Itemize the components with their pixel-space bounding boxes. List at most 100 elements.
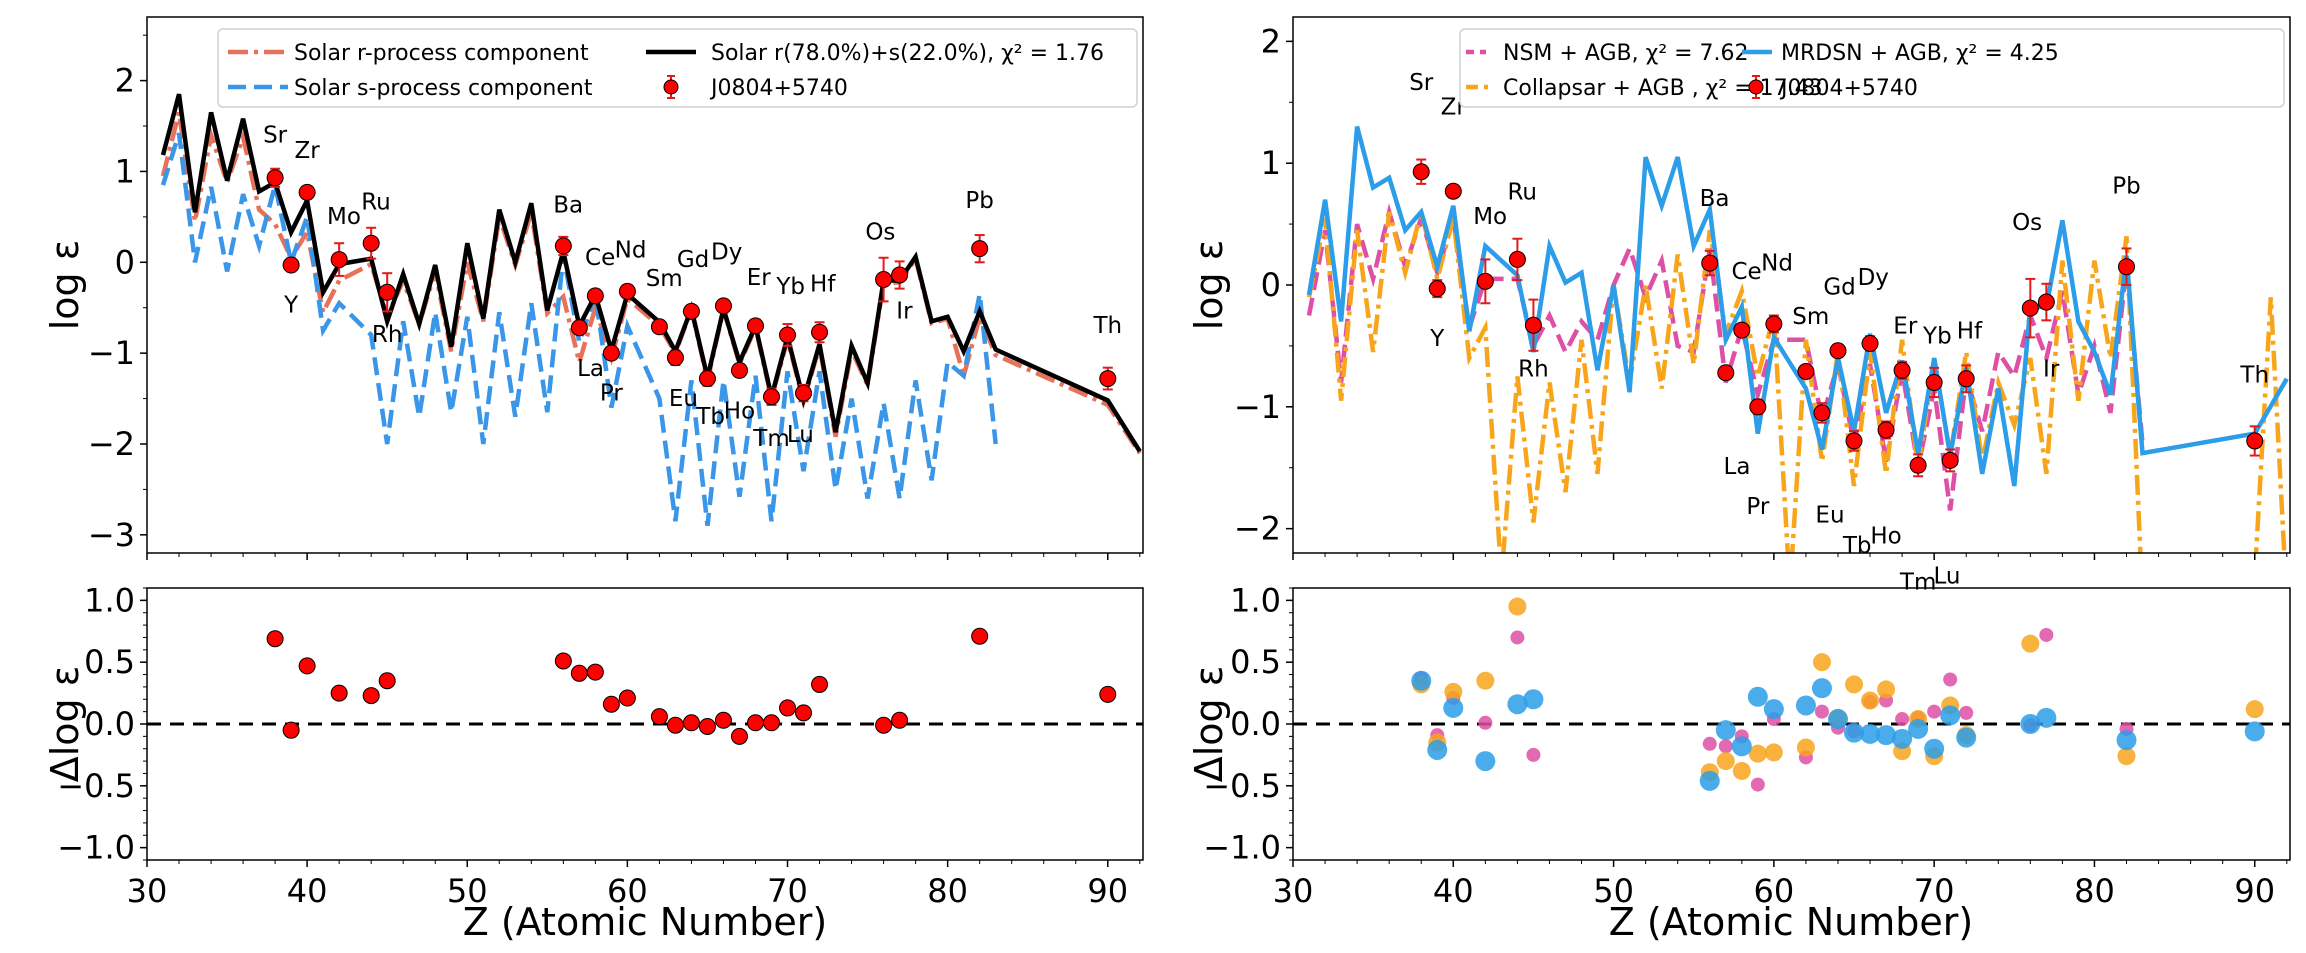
- marker: [570, 319, 588, 337]
- legend-label-collapsar: Collapsar + AGB , χ² = 17.43: [1503, 76, 1823, 101]
- data-point-Ir: [2037, 282, 2055, 322]
- residual-point-mrdsn_residual: [1699, 770, 1720, 791]
- data-point-Tm: [763, 387, 781, 406]
- plot-content: [1293, 597, 2290, 792]
- data-point-Ba: [554, 235, 572, 257]
- marker: [1733, 321, 1751, 339]
- element-label-Pb: Pb: [2112, 174, 2140, 200]
- data-point-Sr: [266, 167, 284, 188]
- legend-label-solar-s: Solar s-process component: [294, 76, 593, 101]
- data-point-Pb: [2118, 247, 2136, 286]
- element-label-Ce: Ce: [585, 245, 615, 271]
- marker: [2246, 432, 2264, 450]
- residual-point-solar_residual: [779, 699, 797, 717]
- element-label-Yb: Yb: [1922, 323, 1952, 349]
- element-label-Mo: Mo: [1473, 204, 1507, 230]
- data-point-Sm: [650, 318, 668, 336]
- legend-label-solar-r: Solar r-process component: [294, 41, 589, 66]
- data-point-Pb: [971, 234, 989, 264]
- residual-point-solar_residual: [554, 652, 572, 670]
- marker: [1941, 451, 1959, 469]
- marker: [891, 266, 909, 284]
- x-tick-label: 70: [767, 872, 808, 910]
- marker: [1099, 370, 1117, 388]
- y-tick-label: −0.5: [1203, 767, 1281, 805]
- residual-point-nsm_residual: [1718, 739, 1733, 754]
- residual-point-solar_residual: [875, 716, 893, 734]
- marker: [1749, 398, 1767, 416]
- residual-point-solar_residual: [282, 721, 300, 739]
- residual-point-solar_residual: [266, 630, 284, 648]
- data-point-Ru: [1508, 237, 1526, 282]
- x-tick-label: 50: [1593, 872, 1634, 910]
- residual-point-mrdsn_residual: [1507, 694, 1528, 715]
- residual-point-mrdsn_residual: [1411, 670, 1432, 691]
- y-tick-label: 0.5: [84, 643, 135, 681]
- marker: [1861, 334, 1879, 352]
- x-axis-label-bottom-right: Z (Atomic Number): [1609, 900, 1973, 944]
- residual-point-mrdsn_residual: [1892, 728, 1913, 749]
- residual-point-mrdsn_residual: [2116, 730, 2137, 751]
- element-label-Lu: Lu: [1933, 563, 1960, 589]
- y-ticks-top-left: 2 1 0 −1 −2 −3: [88, 34, 147, 554]
- series-line-solar_s: [160, 132, 998, 526]
- element-label-Th: Th: [2239, 362, 2269, 388]
- data-point-Ru: [362, 226, 380, 260]
- x-tick-label: 60: [607, 872, 648, 910]
- residual-point-nsm_residual: [1943, 672, 1958, 687]
- residual-point-nsm_residual: [1895, 712, 1910, 727]
- residual-point-nsm_residual: [1478, 715, 1493, 730]
- element-label-Gd: Gd: [1823, 275, 1855, 301]
- data-point-Yb: [779, 323, 797, 347]
- data-point-Ce: [586, 287, 604, 305]
- y-axis-label-top-left: log ε: [43, 240, 87, 331]
- data-point-Os: [2021, 277, 2039, 339]
- y-ticks-top-right: 2 1 0 −1 −2: [1234, 22, 1293, 548]
- y-tick-label: 1: [115, 152, 135, 190]
- x-tick-label: 60: [1754, 872, 1795, 910]
- marker: [650, 318, 668, 336]
- legend-label-star: J0804+5740: [1779, 76, 1918, 101]
- element-label-Er: Er: [1893, 314, 1918, 340]
- marker: [2037, 293, 2055, 311]
- data-point-Nd: [1765, 314, 1783, 334]
- residual-point-collapsar_residual: [1716, 752, 1735, 771]
- element-label-Dy: Dy: [1858, 265, 1889, 291]
- data-point-Gd: [1829, 342, 1847, 360]
- residual-point-collapsar_residual: [1877, 680, 1896, 699]
- element-label-Mo: Mo: [327, 204, 361, 230]
- y-tick-label: −1: [88, 334, 135, 372]
- data-point-Dy: [714, 297, 732, 315]
- plot-content: [160, 93, 1142, 526]
- element-label-Ce: Ce: [1732, 259, 1762, 285]
- residual-point-solar_residual: [586, 663, 604, 681]
- y-tick-label: 0.0: [1230, 705, 1281, 743]
- y-tick-label: 0: [115, 243, 135, 281]
- y-ticks-bottom-right: 1.0 0.5 0.0 −0.5 −1.0: [1203, 581, 1293, 867]
- element-label-Pr: Pr: [600, 380, 623, 406]
- marker: [586, 287, 604, 305]
- element-label-Hf: Hf: [1957, 319, 1983, 345]
- residual-point-nsm_residual: [1750, 777, 1765, 792]
- residual-point-mrdsn_residual: [1956, 727, 1977, 748]
- data-point-Nd: [618, 282, 636, 300]
- data-point-Hf: [811, 321, 829, 344]
- data-point-Os: [875, 256, 893, 303]
- y-tick-label: −2: [1234, 510, 1281, 548]
- legend-label-mrdsn: MRDSN + AGB, χ² = 4.25: [1781, 41, 2059, 66]
- residual-point-collapsar_residual: [1444, 682, 1463, 701]
- element-label-Os: Os: [865, 220, 895, 246]
- marker: [1957, 370, 1975, 388]
- residual-point-collapsar_residual: [1796, 738, 1815, 757]
- data-point-Ba: [1701, 249, 1719, 277]
- residual-point-nsm_residual: [1526, 747, 1541, 762]
- x-ticks-top-left: [146, 553, 1141, 560]
- residual-point-mrdsn_residual: [2244, 721, 2265, 742]
- element-label-Ru: Ru: [361, 190, 391, 216]
- residual-point-collapsar_residual: [1845, 675, 1864, 694]
- marker: [730, 361, 748, 379]
- marker: [2118, 258, 2136, 276]
